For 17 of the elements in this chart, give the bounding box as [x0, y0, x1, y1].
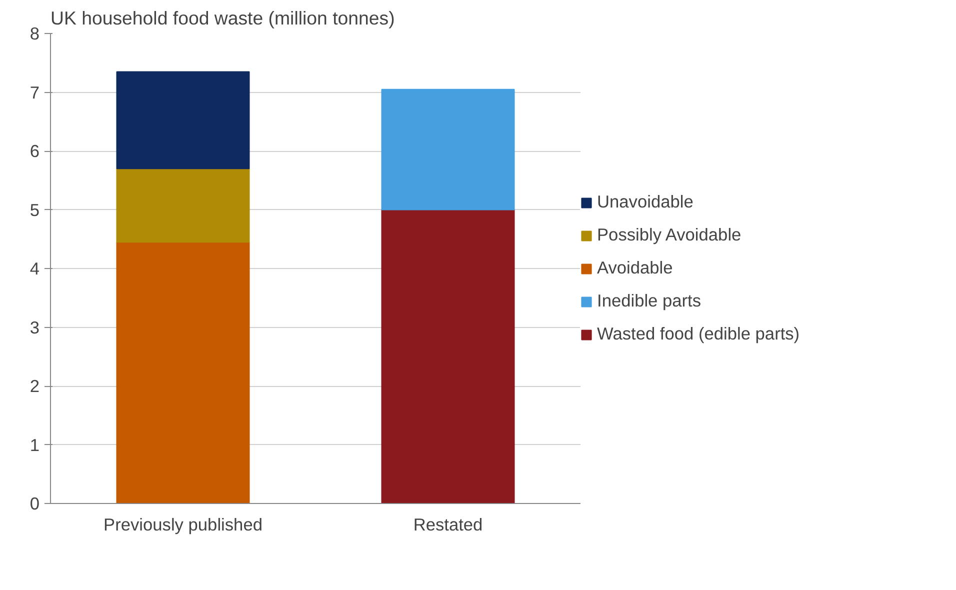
x-tick-label: Previously published	[104, 514, 262, 534]
y-tick-label: 4	[30, 258, 40, 278]
legend-label: Inedible parts	[597, 290, 702, 312]
y-tick-label: 3	[30, 317, 40, 338]
y-tick-label: 1	[30, 434, 40, 455]
y-tick-label: 8	[30, 24, 40, 44]
x-tick-label: Restated	[413, 514, 483, 534]
y-tick-label: 5	[30, 200, 40, 220]
legend-label: Possibly Avoidable	[597, 224, 742, 246]
chart-title: UK household food waste (million tonnes)	[50, 8, 395, 28]
legend-label: Wasted food (edible parts)	[597, 324, 800, 344]
y-tick-label: 6	[30, 141, 40, 161]
legend-label: Unavoidable	[597, 192, 694, 212]
y-tick-label: 7	[30, 82, 40, 102]
y-tick-label: 0	[30, 494, 40, 514]
y-tick-label: 2	[30, 376, 40, 396]
legend-label: Avoidable	[597, 258, 673, 278]
